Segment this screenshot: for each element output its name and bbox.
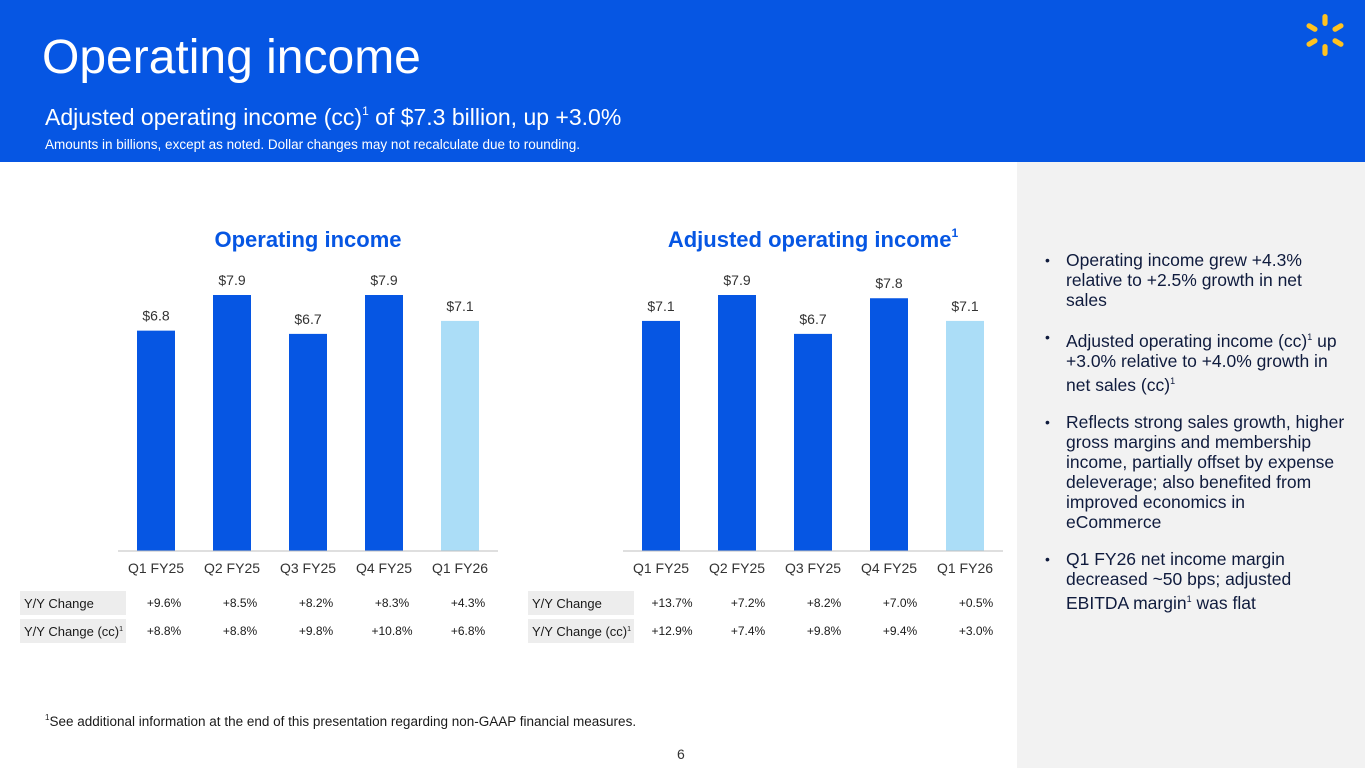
highlight-text: Q1 FY26 net income margin decreased ~50 … <box>1066 549 1292 613</box>
adjusted-operating-income-chart: Adjusted operating income1 $7.1 Q1 FY25 $7… <box>623 226 1003 586</box>
bar-q3-fy25 <box>289 333 327 551</box>
operating-income-plot: $6.8 Q1 FY25 $7.9 Q2 FY25 $6.7 Q3 FY25 $7.9 Q4 … <box>118 272 498 576</box>
bar-q1-fy25 <box>642 320 680 551</box>
bullet-marker: • <box>1045 252 1050 268</box>
subtitle-text-rest: of $7.3 billion, up +3.0% <box>368 104 622 130</box>
data-label: $7.1 <box>647 298 674 314</box>
page-title: Operating income <box>42 31 421 84</box>
bar-q2-fy25 <box>213 295 251 551</box>
yoy-row: Y/Y Change +13.7% +7.2% +8.2% +7.0% +0.5% <box>528 591 1014 615</box>
row-label: Y/Y Change (cc)1 <box>20 619 126 643</box>
highlights-list: • Operating income grew +4.3% relative to… <box>1045 250 1345 630</box>
chart-title-text: Adjusted operating income <box>667 227 952 252</box>
subtitle-footnote-marker: 1 <box>362 104 369 118</box>
bullet-marker: • <box>1045 414 1050 430</box>
yoy-value: +12.9% <box>651 624 693 638</box>
x-tick-label: Q4 FY25 <box>356 560 412 576</box>
row-label: Y/Y Change <box>528 591 634 615</box>
yoy-row: Y/Y Change +9.6% +8.5% +8.2% +8.3% +4.3% <box>20 591 506 615</box>
bar-q4-fy25 <box>365 295 403 551</box>
chart-title-footnote-marker: 1 <box>951 226 959 240</box>
x-tick-label: Q2 FY25 <box>709 560 765 576</box>
yoy-value: +8.5% <box>222 596 258 610</box>
bar-q2-fy25 <box>718 295 756 551</box>
yoy-row: Y/Y Change (cc)1 +12.9% +7.4% +9.8% +9.4% +3.… <box>528 619 1014 643</box>
bullet-marker: • <box>1045 551 1050 567</box>
x-tick-label: Q2 FY25 <box>204 560 260 576</box>
yoy-value: +9.8% <box>298 624 334 638</box>
yoy-value: +8.2% <box>298 596 334 610</box>
bar-q1-fy26 <box>946 320 984 551</box>
yoy-value: +4.3% <box>450 596 486 610</box>
highlight-text: Operating income grew +4.3% relative to … <box>1066 250 1302 310</box>
yoy-value: +7.2% <box>730 596 766 610</box>
yoy-value: +8.8% <box>222 624 258 638</box>
highlights-panel <box>1017 162 1365 768</box>
row-label: Y/Y Change (cc)1 <box>528 619 634 643</box>
x-tick-label: Q3 FY25 <box>280 560 336 576</box>
chart-title: Adjusted operating income1 <box>623 226 1003 253</box>
chart-title: Operating income <box>118 226 498 253</box>
x-tick-label: Q1 FY26 <box>937 560 993 576</box>
footnote-text: See additional information at the end of… <box>49 714 637 729</box>
adjusted-operating-income-yoy-table: Y/Y Change +13.7% +7.2% +8.2% +7.0% +0.5% Y/Y … <box>528 587 1014 647</box>
data-label: $6.7 <box>799 311 826 327</box>
yoy-value: +0.5% <box>958 596 994 610</box>
yoy-value: +7.0% <box>882 596 918 610</box>
x-tick-label: Q1 FY26 <box>432 560 488 576</box>
data-label: $6.8 <box>142 308 169 324</box>
data-label: $6.7 <box>294 311 321 327</box>
operating-income-yoy-table: Y/Y Change +9.6% +8.5% +8.2% +8.3% +4.3% Y/Y C… <box>20 587 506 647</box>
footnote: 1See additional information at the end o… <box>45 713 636 729</box>
highlight-item: • Q1 FY26 net income margin decreased ~50… <box>1045 549 1345 613</box>
x-tick-label: Q1 FY25 <box>633 560 689 576</box>
yoy-row: Y/Y Change (cc)1 +8.8% +8.8% +9.8% +10.8% +6.… <box>20 619 506 643</box>
yoy-value: +7.4% <box>730 624 766 638</box>
yoy-value: +8.2% <box>806 596 842 610</box>
yoy-value: +10.8% <box>371 624 413 638</box>
footnote-marker: 1 <box>45 713 50 722</box>
chart-title-text: Operating income <box>214 227 402 252</box>
yoy-value: +13.7% <box>651 596 693 610</box>
highlight-text: Reflects strong sales growth, higher gro… <box>1066 412 1345 532</box>
yoy-value: +9.6% <box>146 596 182 610</box>
spark-icon <box>1306 14 1344 56</box>
yoy-value: +6.8% <box>450 624 486 638</box>
yoy-value: +8.8% <box>146 624 182 638</box>
data-label: $7.8 <box>875 275 902 291</box>
header-banner: Operating income Adjusted operating inco… <box>0 0 1365 162</box>
highlight-item: • Operating income grew +4.3% relative to… <box>1045 250 1345 310</box>
data-label: $7.9 <box>723 272 750 288</box>
data-label: $7.1 <box>446 298 473 314</box>
x-tick-label: Q3 FY25 <box>785 560 841 576</box>
data-label: $7.9 <box>370 272 397 288</box>
subtitle-text: Adjusted operating income (cc) <box>45 104 363 130</box>
bar-q1-fy25 <box>137 330 175 551</box>
bar-q3-fy25 <box>794 333 832 551</box>
page-number: 6 <box>677 746 685 762</box>
data-label: $7.1 <box>951 298 978 314</box>
yoy-value: +9.4% <box>882 624 918 638</box>
data-label: $7.9 <box>218 272 245 288</box>
page-subtitle: Adjusted operating income (cc)1 of $7.3 … <box>45 104 621 132</box>
bar-q4-fy25 <box>870 298 908 551</box>
yoy-value: +3.0% <box>958 624 994 638</box>
highlight-item: • Reflects strong sales growth, higher gr… <box>1045 412 1345 532</box>
yoy-value: +8.3% <box>374 596 410 610</box>
amounts-note: Amounts in billions, except as noted. Do… <box>45 137 581 152</box>
x-tick-label: Q4 FY25 <box>861 560 917 576</box>
highlight-text: Adjusted operating income (cc)1 up +3.0%… <box>1066 331 1337 395</box>
bar-q1-fy26 <box>441 320 479 551</box>
row-label: Y/Y Change <box>20 591 126 615</box>
operating-income-chart: Operating income $6.8 Q1 FY25 $7.9 Q2 FY25 $… <box>118 226 498 586</box>
highlight-item: • Adjusted operating income (cc)1 up +3.0… <box>1045 327 1345 395</box>
bullet-marker: • <box>1045 329 1050 345</box>
x-tick-label: Q1 FY25 <box>128 560 184 576</box>
yoy-value: +9.8% <box>806 624 842 638</box>
adjusted-operating-income-plot: $7.1 Q1 FY25 $7.9 Q2 FY25 $6.7 Q3 FY25 $7.8 Q4 … <box>623 272 1003 576</box>
